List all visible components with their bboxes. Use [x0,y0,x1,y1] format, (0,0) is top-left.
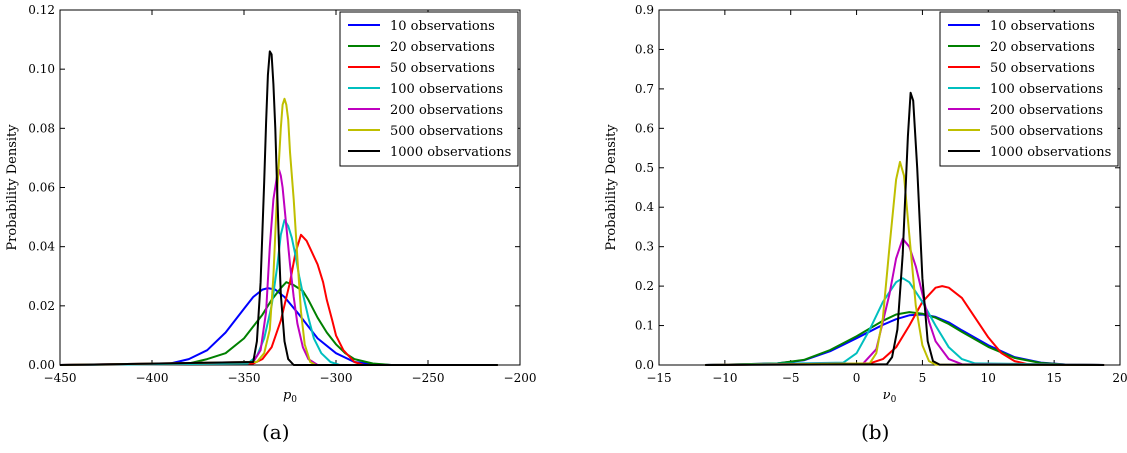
legend-entry: 100 observations [990,82,1103,97]
series-line-50 [705,285,1105,366]
y-tick-label: 0.9 [635,3,654,17]
legend-entry: 200 observations [390,103,503,118]
series-line-1000 [59,50,498,366]
x-tick-label: 15 [1047,371,1062,385]
y-tick-label: 0.5 [635,161,654,175]
y-tick-label: 0.0 [635,358,654,372]
x-tick-label: 20 [1112,371,1127,385]
panel-label-b: (b) [861,420,890,444]
series-line-200 [705,237,1105,366]
x-tick-label: 5 [919,371,927,385]
chart-a: −450 −400 −350 −300 −250 −200 0.00 0.02 0.04 0.06… [5,3,536,405]
y-axis-label: Probability Density [5,124,20,251]
series-line-50 [59,233,498,366]
x-axis-label: p0 [283,388,297,405]
legend-entry: 200 observations [990,103,1103,118]
y-tick-label: 0.10 [28,62,55,76]
y-tick-label: 0.3 [635,240,654,254]
y-tick-label: 0.12 [28,3,55,17]
y-tick-label: 0.00 [28,358,55,372]
y-tick-label: 0.02 [28,299,55,313]
legend-entry: 100 observations [390,82,503,97]
y-axis-label: Probability Density [604,124,619,251]
x-tick-label: −350 [228,371,261,385]
y-tick-label: 0.08 [28,121,55,135]
legend-entry: 20 observations [390,40,495,55]
x-tick-label: −200 [504,371,537,385]
series-line-500 [705,160,1105,366]
x-tick-label: 0 [853,371,861,385]
chart-b: −15 −10 −5 0 5 10 15 20 0.0 0.1 0.2 0.3 0.4 0.5 0.6 0.7… [604,3,1127,405]
legend-entry: 500 observations [990,124,1103,139]
y-tick-label: 0.1 [635,319,654,333]
y-tick-label: 0.7 [635,82,654,96]
axes-frame [658,9,1121,366]
x-tick-label: −400 [136,371,169,385]
panel-label-a: (a) [262,420,290,444]
y-tick-label: 0.8 [635,42,654,56]
y-tick-label: 0.04 [28,240,55,254]
x-tick-label: −5 [782,371,800,385]
series-line-100 [705,277,1105,366]
legend-entry: 50 observations [390,61,495,76]
x-tick-label: −300 [320,371,353,385]
x-tick-label: −10 [712,371,737,385]
x-tick-label: 10 [981,371,996,385]
y-tick-label: 0.6 [635,121,654,135]
legend-entry: 1000 observations [390,145,511,160]
series-line-10 [705,313,1105,366]
series-line-20 [705,311,1105,366]
x-tick-label: −250 [412,371,445,385]
x-tick-label: −15 [646,371,671,385]
series-line-500 [59,97,498,366]
series-line-20 [59,281,498,366]
series-line-200 [59,168,498,366]
y-tick-label: 0.06 [28,181,55,195]
legend-entry: 50 observations [990,61,1095,76]
legend-entry: 10 observations [990,19,1095,34]
legend-entry: 20 observations [990,40,1095,55]
legend-entry: 500 observations [390,124,503,139]
series-line-1000 [705,91,1105,366]
legend-entry: 10 observations [390,19,495,34]
legend-entry: 1000 observations [990,145,1111,160]
series-line-100 [59,219,498,366]
y-tick-label: 0.4 [635,200,654,214]
x-tick-label: −450 [44,371,77,385]
y-tick-label: 0.2 [635,279,654,293]
x-axis-label: ν0 [883,388,897,405]
